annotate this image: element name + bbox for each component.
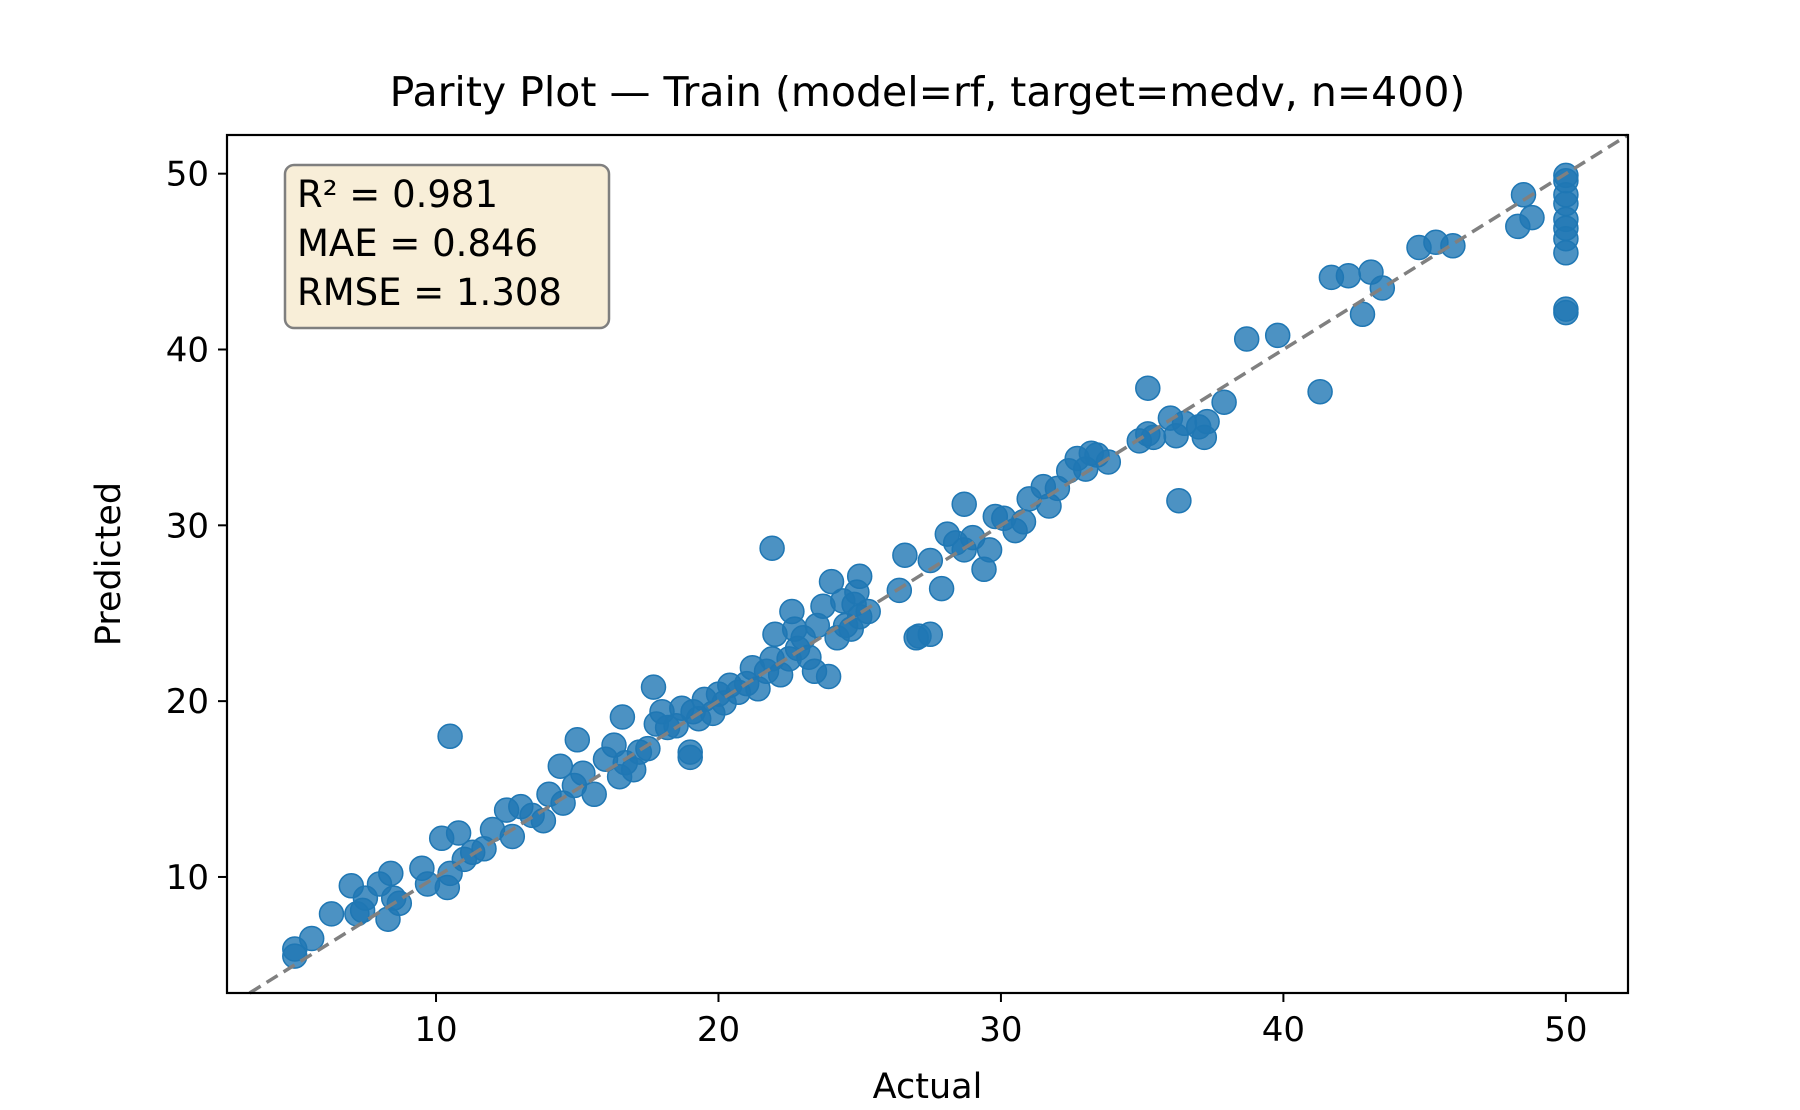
data-point bbox=[1307, 378, 1333, 405]
r2-stat: R² = 0.981 bbox=[297, 173, 498, 216]
x-tick-label: 20 bbox=[697, 1010, 740, 1050]
y-axis: 10 20 30 40 50 bbox=[166, 155, 227, 898]
data-point bbox=[1211, 389, 1237, 415]
data-point bbox=[581, 781, 607, 808]
x-axis-label: Actual bbox=[873, 1067, 983, 1107]
data-point bbox=[1010, 509, 1037, 535]
stats-box: R² = 0.981 MAE = 0.846 RMSE = 1.308 bbox=[283, 163, 611, 330]
data-point bbox=[677, 744, 703, 771]
data-point bbox=[499, 823, 526, 850]
y-tick-label: 40 bbox=[166, 331, 209, 371]
data-point bbox=[437, 723, 463, 750]
x-tick-label: 40 bbox=[1262, 1010, 1305, 1050]
rmse-stat: RMSE = 1.308 bbox=[297, 271, 562, 314]
data-point bbox=[951, 491, 977, 517]
x-tick-label: 30 bbox=[979, 1010, 1022, 1050]
data-point bbox=[1553, 240, 1579, 266]
stats-box-background bbox=[283, 163, 611, 330]
data-point bbox=[1264, 322, 1291, 349]
data-point bbox=[1510, 182, 1537, 208]
data-point bbox=[1194, 408, 1220, 435]
data-point bbox=[1095, 449, 1122, 475]
y-tick-label: 20 bbox=[166, 682, 209, 722]
data-point bbox=[609, 704, 636, 730]
data-point bbox=[530, 807, 557, 834]
x-axis: 10 20 30 40 50 bbox=[414, 993, 1587, 1050]
data-point bbox=[1553, 299, 1579, 326]
data-point bbox=[318, 901, 345, 927]
data-point bbox=[1233, 326, 1260, 352]
x-tick-label: 10 bbox=[414, 1010, 457, 1050]
data-point bbox=[1135, 375, 1161, 401]
identity-reference-line bbox=[248, 133, 1629, 995]
data-point bbox=[855, 598, 881, 625]
y-axis-label: Predicted bbox=[89, 482, 129, 646]
data-point bbox=[892, 542, 918, 568]
data-point bbox=[801, 658, 828, 685]
y-tick-label: 50 bbox=[166, 155, 209, 195]
y-tick-label: 10 bbox=[166, 858, 209, 898]
data-point bbox=[1166, 487, 1192, 514]
data-point bbox=[917, 621, 944, 648]
data-point bbox=[1519, 204, 1545, 231]
data-point bbox=[928, 575, 955, 602]
data-point bbox=[635, 735, 661, 762]
data-point bbox=[298, 925, 325, 952]
data-point bbox=[976, 537, 1003, 563]
data-point bbox=[818, 568, 845, 595]
axes-frame bbox=[225, 133, 1630, 995]
data-point bbox=[564, 727, 591, 753]
chart-title: Parity Plot — Train (model=rf, target=me… bbox=[390, 68, 1466, 116]
data-point bbox=[640, 674, 667, 700]
data-point bbox=[445, 820, 472, 846]
data-point bbox=[1369, 275, 1396, 301]
y-tick-label: 30 bbox=[166, 506, 209, 546]
data-point bbox=[378, 860, 404, 887]
mae-stat: MAE = 0.846 bbox=[297, 222, 538, 265]
data-point bbox=[759, 535, 785, 561]
data-point bbox=[1335, 262, 1362, 289]
x-tick-label: 50 bbox=[1544, 1010, 1587, 1050]
data-point bbox=[844, 579, 870, 605]
data-point bbox=[781, 616, 808, 642]
